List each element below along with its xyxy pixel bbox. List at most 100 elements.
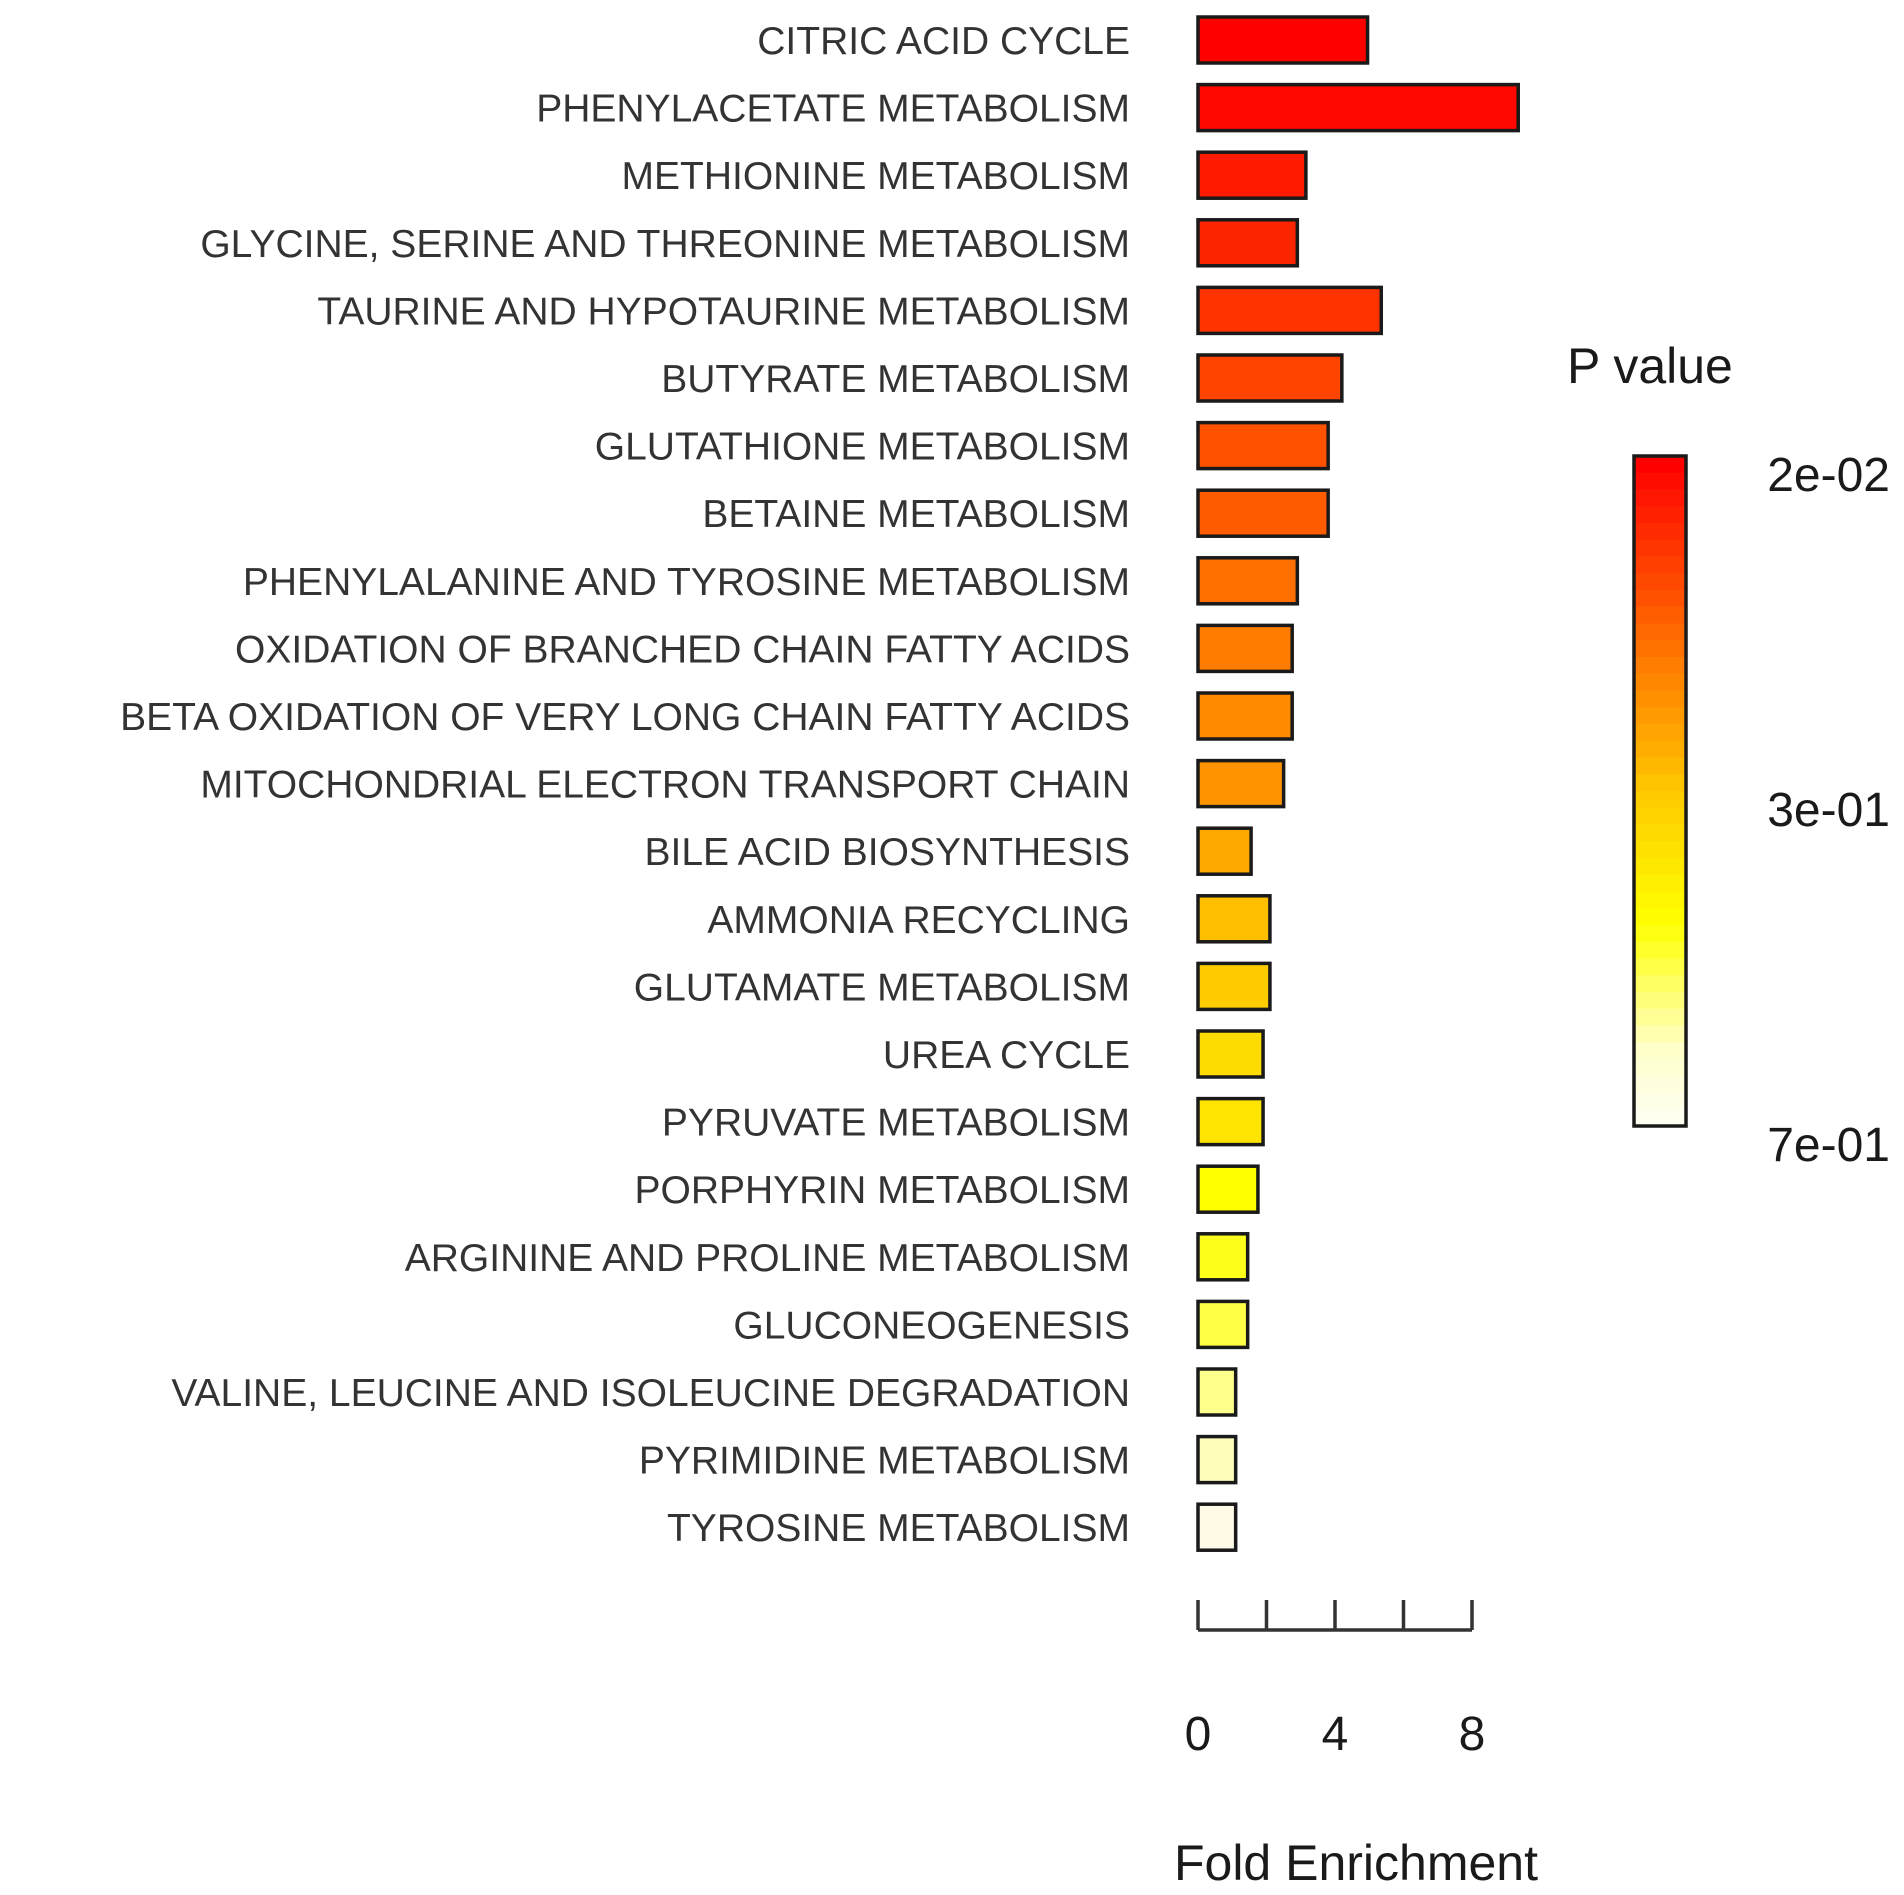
legend-gradient-segment: [1634, 975, 1686, 993]
bar-2: [1196, 82, 1520, 133]
bar-5: [1196, 285, 1383, 336]
legend-title: P value: [1567, 338, 1733, 394]
category-label-23: TYROSINE METABOLISM: [667, 1507, 1130, 1550]
legend-gradient-segment: [1634, 874, 1686, 893]
category-label-14: AMMONIA RECYCLING: [707, 899, 1130, 942]
bar-23: [1196, 1502, 1238, 1552]
legend-gradient-segment: [1634, 757, 1686, 775]
legend-gradient-segment: [1634, 908, 1686, 926]
legend-gradient-segment: [1634, 1075, 1686, 1094]
legend-gradient-segment: [1634, 992, 1686, 1010]
category-label-16: UREA CYCLE: [883, 1034, 1130, 1077]
legend-gradient-segment: [1634, 774, 1686, 792]
legend-gradient-segment: [1634, 690, 1686, 708]
bar-18: [1196, 1164, 1260, 1214]
category-label-5: TAURINE AND HYPOTAURINE METABOLISM: [317, 290, 1130, 333]
legend-gradient-segment: [1634, 1025, 1686, 1043]
legend-gradient-segment: [1634, 707, 1686, 725]
category-label-2: PHENYLACETATE METABOLISM: [536, 88, 1130, 131]
category-label-8: BETAINE METABOLISM: [702, 493, 1130, 536]
legend-gradient-segment: [1634, 590, 1686, 608]
bar-10: [1196, 623, 1294, 674]
legend-gradient-segment: [1634, 841, 1686, 859]
x-axis-title: Fold Enrichment: [1174, 1835, 1538, 1891]
legend-gradient-segment: [1634, 1092, 1686, 1110]
bar-8: [1196, 488, 1330, 538]
legend-gradient-segment: [1634, 523, 1686, 541]
category-label-4: GLYCINE, SERINE AND THREONINE METABOLISM: [200, 223, 1130, 266]
bar-3: [1196, 150, 1308, 200]
category-label-6: BUTYRATE METABOLISM: [661, 358, 1130, 401]
p-value-legend: P value 2e-02 3e-01 7e-01: [1567, 338, 1890, 1172]
legend-gradient-segment: [1634, 740, 1686, 759]
x-tick-label-3: 8: [1459, 1708, 1486, 1761]
legend-gradient-segment: [1634, 556, 1686, 574]
bar-11: [1196, 691, 1294, 741]
legend-gradient-segment: [1634, 539, 1686, 558]
bar-4: [1196, 218, 1300, 268]
legend-gradient-bar: [1634, 456, 1686, 1127]
legend-gradient-segment: [1634, 472, 1686, 491]
bar-9: [1196, 556, 1300, 606]
legend-gradient-segment: [1634, 1109, 1686, 1127]
category-label-15: GLUTAMATE METABOLISM: [634, 966, 1130, 1009]
legend-label-3: 7e-01: [1767, 1119, 1890, 1172]
legend-gradient-segment: [1634, 573, 1686, 591]
legend-gradient-segment: [1634, 1008, 1686, 1027]
legend-gradient-segment: [1634, 489, 1686, 507]
category-label-12: MITOCHONDRIAL ELECTRON TRANSPORT CHAIN: [200, 764, 1130, 807]
bar-20: [1196, 1299, 1250, 1350]
bar-15: [1196, 961, 1272, 1012]
legend-gradient-segment: [1634, 606, 1686, 625]
bar-14: [1196, 894, 1272, 944]
legend-gradient-segment: [1634, 824, 1686, 842]
legend-gradient-segment: [1634, 925, 1686, 943]
legend-frame: [1632, 454, 1688, 1128]
category-label-7: GLUTATHIONE METABOLISM: [595, 426, 1130, 469]
legend-gradient-segment: [1634, 941, 1686, 960]
x-tick-label-2: 4: [1322, 1708, 1349, 1761]
bar-19: [1196, 1232, 1250, 1282]
legend-label-2: 3e-01: [1767, 784, 1890, 837]
legend-gradient-segment: [1634, 456, 1686, 474]
category-labels-layer: CITRIC ACID CYCLE PHENYLACETATE METABOLIS…: [120, 20, 1130, 1550]
bar-6: [1196, 353, 1344, 403]
legend-label-1: 2e-02: [1767, 449, 1890, 502]
legend-gradient-segment: [1634, 623, 1686, 641]
category-label-13: BILE ACID BIOSYNTHESIS: [645, 831, 1130, 874]
legend-gradient-segment: [1634, 807, 1686, 826]
bar-22: [1196, 1434, 1238, 1485]
category-label-18: PORPHYRIN METABOLISM: [634, 1169, 1130, 1212]
bar-12: [1196, 758, 1286, 809]
category-label-19: ARGININE AND PROLINE METABOLISM: [405, 1237, 1130, 1280]
legend-gradient-segment: [1634, 640, 1686, 658]
legend-gradient-segment: [1634, 724, 1686, 742]
legend-gradient-segment: [1634, 858, 1686, 876]
bar-16: [1196, 1029, 1265, 1079]
legend-gradient-segment: [1634, 657, 1686, 675]
legend-labels: 2e-02 3e-01 7e-01: [1767, 449, 1890, 1172]
x-tick-label-1: 0: [1185, 1708, 1212, 1761]
bar-1: [1196, 15, 1370, 65]
legend-gradient-segment: [1634, 791, 1686, 809]
category-label-20: GLUCONEOGENESIS: [733, 1304, 1130, 1347]
x-axis: 0 4 8: [1185, 1600, 1486, 1761]
category-label-11: BETA OXIDATION OF VERY LONG CHAIN FATTY …: [120, 696, 1130, 739]
legend-gradient-segment: [1634, 506, 1686, 524]
bar-7: [1196, 420, 1330, 471]
legend-gradient-segment: [1634, 673, 1686, 692]
bars-layer: [1196, 15, 1520, 1552]
category-label-3: METHIONINE METABOLISM: [622, 155, 1131, 198]
bar-17: [1196, 1096, 1265, 1147]
category-label-17: PYRUVATE METABOLISM: [662, 1102, 1130, 1145]
bar-21: [1196, 1367, 1238, 1417]
category-label-21: VALINE, LEUCINE AND ISOLEUCINE DEGRADATI…: [171, 1372, 1130, 1415]
category-label-22: PYRIMIDINE METABOLISM: [639, 1440, 1130, 1483]
category-label-10: OXIDATION OF BRANCHED CHAIN FATTY ACIDS: [235, 628, 1130, 671]
bar-13: [1196, 826, 1253, 876]
legend-gradient-segment: [1634, 958, 1686, 976]
category-label-1: CITRIC ACID CYCLE: [757, 20, 1130, 63]
category-label-9: PHENYLALANINE AND TYROSINE METABOLISM: [243, 561, 1130, 604]
legend-gradient-segment: [1634, 891, 1686, 909]
